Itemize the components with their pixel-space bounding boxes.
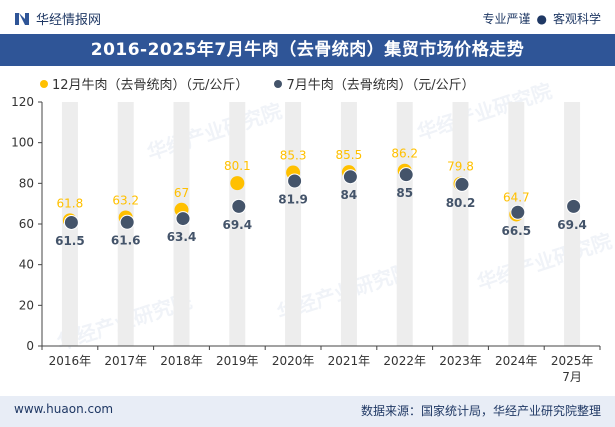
slogan-tag-1: 专业严谨 xyxy=(482,12,531,26)
y-tick-label: 20 xyxy=(19,298,34,312)
data-label-december: 80.1 xyxy=(224,159,251,173)
data-label-july: 69.4 xyxy=(222,218,252,232)
column-background-bar xyxy=(508,102,525,346)
data-label-december: 86.2 xyxy=(391,147,418,161)
data-label-december: 63.2 xyxy=(112,193,139,207)
footer-source: 数据来源：国家统计局，华经产业研究院整理 xyxy=(360,404,601,418)
data-label-december: 79.8 xyxy=(447,160,474,174)
column-background-bar xyxy=(452,102,469,346)
point-july xyxy=(454,176,470,192)
data-label-december: 85.3 xyxy=(280,149,307,163)
x-tick-label: 2023年 xyxy=(439,354,482,368)
top-bar: 华经情报网 专业严谨 ● 客观科学 xyxy=(0,0,615,34)
watermark-text: 华经产业研究院 xyxy=(144,99,285,165)
data-label-july: 81.9 xyxy=(278,192,308,206)
data-label-july: 84 xyxy=(341,188,358,202)
legend-dot-july-icon xyxy=(274,79,283,88)
legend-label-july: 7月牛肉（去骨统肉）（元/公斤） xyxy=(286,78,475,93)
x-tick-label: 2016年 xyxy=(49,354,92,368)
brand-name: 华经情报网 xyxy=(36,13,102,28)
chart-title: 2016-2025年7月牛肉（去骨统肉）集贸市场价格走势 xyxy=(90,40,525,60)
data-label-july: 69.4 xyxy=(557,218,587,232)
legend-label-december: 12月牛肉（去骨统肉）（元/公斤） xyxy=(52,78,249,93)
x-tick-label: 2018年 xyxy=(160,354,203,368)
column-background-bar xyxy=(229,102,246,346)
data-label-july: 61.6 xyxy=(111,234,141,248)
column-background-bar xyxy=(285,102,302,346)
footer-site-link[interactable]: www.huaon.com xyxy=(14,402,114,416)
x-tick-label: 2022年 xyxy=(383,354,426,368)
point-july xyxy=(287,173,303,189)
brand-logo-icon xyxy=(15,12,29,25)
bullet-separator-icon: ● xyxy=(536,11,547,26)
x-tick-label: 2021年 xyxy=(328,354,371,368)
slogan: 专业严谨 ● 客观科学 xyxy=(482,10,601,27)
column-background-bar xyxy=(340,102,357,346)
point-july xyxy=(231,198,247,214)
legend: 12月牛肉（去骨统肉）（元/公斤） 7月牛肉（去骨统肉）（元/公斤） xyxy=(40,74,501,93)
data-label-july: 80.2 xyxy=(446,196,476,210)
x-tick-label-line2: 7月 xyxy=(562,370,582,384)
y-tick-label: 0 xyxy=(26,339,34,353)
data-label-december: 67 xyxy=(174,186,189,200)
x-tick-label: 2019年 xyxy=(216,354,259,368)
title-bar: 2016-2025年7月牛肉（去骨统肉）集贸市场价格走势 xyxy=(0,34,615,66)
data-label-december: 64.7 xyxy=(503,190,530,204)
legend-item-december: 12月牛肉（去骨统肉）（元/公斤） xyxy=(40,74,248,93)
data-label-july: 66.5 xyxy=(501,224,531,238)
watermark-text: 华经产业研究院 xyxy=(474,229,615,295)
point-july xyxy=(342,169,358,185)
point-july xyxy=(510,204,526,220)
x-tick-label: 2020年 xyxy=(272,354,315,368)
point-july xyxy=(566,198,582,214)
y-tick-label: 100 xyxy=(11,136,34,150)
chart-area: 华经产业研究院华经产业研究院华经产业研究院华经产业研究院华经产业研究院02040… xyxy=(11,79,615,384)
data-label-december: 61.8 xyxy=(57,196,84,210)
legend-dot-december-icon xyxy=(40,79,48,88)
footer: www.huaon.com 数据来源：国家统计局，华经产业研究院整理 xyxy=(0,396,615,427)
data-label-july: 85 xyxy=(396,186,413,200)
legend-item-july: 7月牛肉（去骨统肉）（元/公斤） xyxy=(274,74,475,93)
slogan-tag-2: 客观科学 xyxy=(552,12,601,26)
x-tick-label: 2024年 xyxy=(495,354,538,368)
y-tick-label: 120 xyxy=(11,95,34,109)
point-july xyxy=(398,167,414,183)
data-label-july: 63.4 xyxy=(167,230,197,244)
brand[interactable]: 华经情报网 xyxy=(14,9,101,28)
point-july xyxy=(175,211,191,227)
data-label-july: 61.5 xyxy=(55,234,85,248)
x-tick-label: 2017年 xyxy=(104,354,147,368)
column-background-bar xyxy=(396,102,413,346)
data-label-december: 85.5 xyxy=(336,148,363,162)
point-july xyxy=(119,214,135,230)
point-december xyxy=(230,176,245,191)
y-tick-label: 80 xyxy=(19,176,34,190)
column-background-bar xyxy=(564,102,581,346)
y-tick-label: 60 xyxy=(19,217,34,231)
point-july xyxy=(63,214,79,230)
x-tick-label: 2025年 xyxy=(551,354,594,368)
y-tick-label: 40 xyxy=(19,258,34,272)
